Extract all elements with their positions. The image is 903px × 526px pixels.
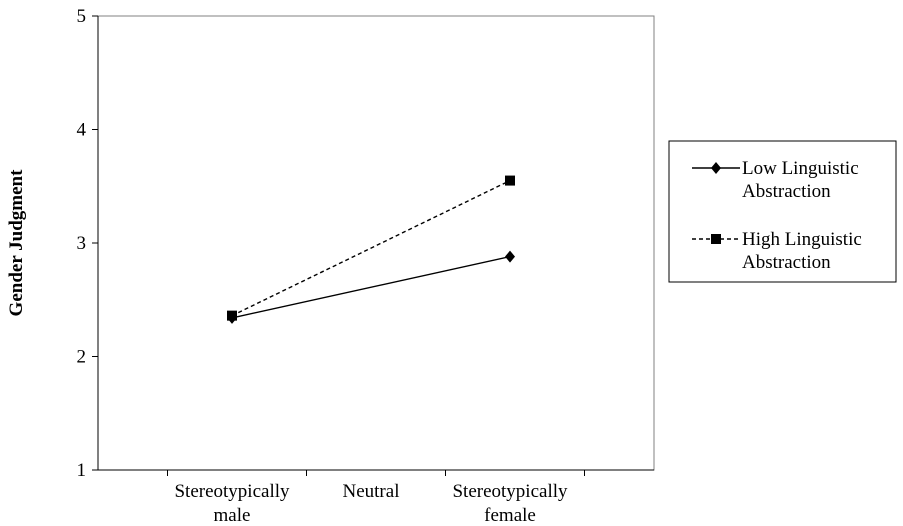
legend-item-1: High Linguistic Abstraction xyxy=(692,229,862,273)
y-tick-label: 2 xyxy=(77,347,87,368)
legend-label: Low Linguistic Abstraction xyxy=(742,158,859,202)
data-point-square xyxy=(505,175,515,186)
y-tick-label: 3 xyxy=(77,233,87,254)
x-tick-label: Stereotypically male xyxy=(174,481,290,526)
legend-label: High Linguistic Abstraction xyxy=(742,229,862,273)
legend-marker xyxy=(711,162,721,174)
y-tick-label: 1 xyxy=(77,460,87,481)
x-tick-label: Neutral xyxy=(343,481,400,502)
series-line xyxy=(231,255,511,319)
legend-box xyxy=(668,140,897,283)
y-axis-label: Gender Judgment xyxy=(6,169,27,317)
data-point-square xyxy=(227,310,237,321)
y-axis-ticks: 1 2 3 4 5 xyxy=(77,6,98,481)
y-tick-label: 4 xyxy=(77,120,87,141)
x-axis-ticks: Stereotypically male Neutral Stereotypicall… xyxy=(167,470,585,526)
x-tick-label: Stereotypically female xyxy=(452,481,568,526)
plot-area xyxy=(97,15,655,471)
series-layer xyxy=(227,175,515,324)
y-tick-label: 5 xyxy=(77,6,87,27)
legend-item-0: Low Linguistic Abstraction xyxy=(692,158,859,202)
series-line xyxy=(231,179,511,317)
series-1 xyxy=(227,175,515,321)
data-point-diamond xyxy=(505,250,515,263)
legend-marker xyxy=(711,234,721,244)
legend: Low Linguistic Abstraction High Linguistic… xyxy=(668,140,897,283)
